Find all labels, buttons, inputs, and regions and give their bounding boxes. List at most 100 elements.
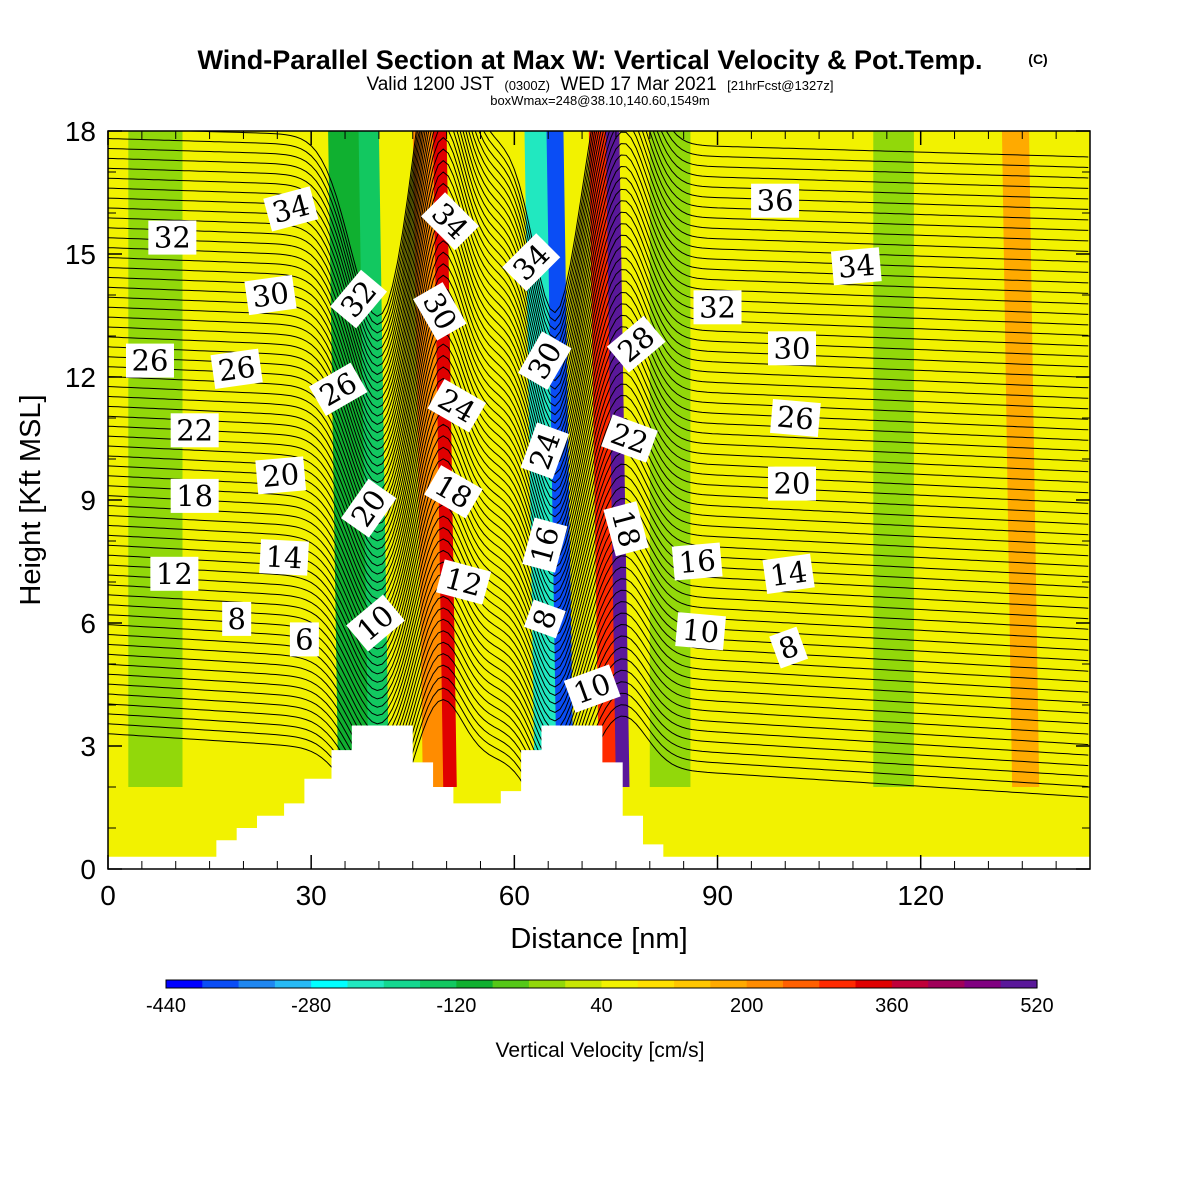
theta-contour-line bbox=[108, 263, 1089, 509]
contour-label: 8 bbox=[523, 599, 566, 639]
contour-label: 16 bbox=[671, 542, 723, 581]
theta-contour-line bbox=[108, 286, 1089, 526]
contour-label-value: 26 bbox=[776, 399, 816, 436]
colorbar-swatch bbox=[601, 980, 639, 988]
y-axis-label: Height [Kft MSL] bbox=[15, 394, 47, 605]
contour-label: 14 bbox=[762, 553, 815, 594]
velocity-band bbox=[605, 131, 630, 787]
contour-label: 22 bbox=[170, 413, 219, 448]
theta-contour-line bbox=[108, 527, 1089, 705]
theta-contour-line bbox=[108, 297, 1089, 535]
contour-label-box bbox=[675, 612, 726, 651]
box-max-info: boxWmax=248@38.10,140.60,1549m bbox=[490, 93, 710, 108]
x-tick-label: 120 bbox=[897, 880, 944, 911]
contour-label-box bbox=[768, 331, 817, 366]
theta-contour-line bbox=[108, 331, 1089, 560]
x-tick-label: 0 bbox=[100, 880, 116, 911]
colorbar-swatch bbox=[420, 980, 457, 988]
chart-title: Wind-Parallel Section at Max W: Vertical… bbox=[198, 45, 983, 75]
colorbar-tick-label: -280 bbox=[291, 995, 331, 1017]
contour-label: 26 bbox=[770, 398, 821, 438]
theta-contour-line bbox=[108, 607, 1089, 765]
theta-contour-line bbox=[108, 423, 1089, 628]
theta-contour-line bbox=[108, 572, 1089, 739]
colorbar-swatch bbox=[710, 980, 748, 988]
contour-label: 8 bbox=[222, 601, 252, 636]
contour-label: 34 bbox=[830, 247, 882, 286]
contour-label: 20 bbox=[768, 466, 817, 501]
valid-date: WED 17 Mar 2021 bbox=[560, 74, 716, 95]
contour-label-box bbox=[518, 331, 572, 390]
colorbar-swatch bbox=[528, 980, 566, 988]
chart-subtitle: Valid 1200 JST (0300Z) WED 17 Mar 2021 [… bbox=[366, 74, 833, 95]
contour-label-box bbox=[601, 414, 658, 463]
velocity-band bbox=[1001, 131, 1040, 787]
theta-contour-line bbox=[108, 549, 1089, 722]
colorbar-swatch bbox=[819, 980, 857, 988]
contour-label-box bbox=[770, 398, 821, 438]
velocity-band bbox=[546, 131, 574, 787]
contour-label-box bbox=[523, 599, 566, 639]
colorbar-labels: -440 -280 -120 40 200 360 520 bbox=[146, 995, 1054, 1017]
contour-label: 26 bbox=[210, 348, 263, 389]
colorbar-swatch bbox=[565, 980, 603, 988]
contour-label: 18 bbox=[170, 478, 219, 513]
contour-label-box bbox=[424, 465, 483, 519]
theta-contour-line bbox=[108, 664, 1089, 807]
contour-label-value: 8 bbox=[227, 602, 245, 636]
contour-label-box bbox=[150, 556, 199, 591]
contour-label-value: 12 bbox=[156, 557, 193, 591]
contour-label-value: 10 bbox=[681, 613, 721, 650]
theta-contour-line bbox=[108, 343, 1089, 569]
theta-contour-line bbox=[108, 504, 1089, 688]
colorbar-frame bbox=[165, 979, 1038, 989]
contour-label-box bbox=[125, 343, 174, 378]
contour-label: 36 bbox=[751, 183, 800, 218]
contour-label-box bbox=[830, 247, 882, 286]
y-tick-label: 0 bbox=[80, 854, 96, 885]
theta-contour-line bbox=[108, 131, 1089, 367]
theta-contour-line bbox=[108, 131, 1089, 409]
contour-label: 6 bbox=[289, 622, 319, 657]
contour-label-value: 34 bbox=[836, 248, 876, 285]
theta-contour-line bbox=[108, 131, 1089, 342]
x-tick-label: 90 bbox=[702, 880, 733, 911]
theta-contour-line bbox=[108, 309, 1089, 543]
contour-label-box bbox=[341, 478, 397, 538]
contour-label-box bbox=[308, 362, 368, 417]
colorbar-swatch bbox=[964, 980, 1002, 988]
colorbar-swatch bbox=[928, 980, 966, 988]
contour-label: 26 bbox=[125, 343, 174, 378]
theta-contour-line bbox=[108, 446, 1089, 645]
copyright-mark: (C) bbox=[1028, 51, 1047, 67]
contour-label-value: 26 bbox=[216, 349, 257, 388]
colorbar-tick-label: -120 bbox=[436, 995, 476, 1017]
contour-label-value: 36 bbox=[757, 184, 794, 218]
contour-label-box bbox=[244, 274, 297, 316]
colorbar-swatch bbox=[1000, 980, 1038, 988]
theta-contour-line bbox=[108, 274, 1089, 518]
contour-label-box bbox=[255, 456, 307, 495]
theta-contour-line bbox=[108, 131, 1089, 351]
contour-label: 12 bbox=[435, 559, 492, 605]
velocity-band bbox=[128, 131, 183, 787]
contour-label-box bbox=[762, 553, 815, 594]
contour-label-value: 32 bbox=[699, 290, 736, 324]
contour-label-box bbox=[170, 413, 219, 448]
contour-label: 10 bbox=[675, 612, 726, 651]
contour-label-box bbox=[413, 282, 467, 341]
colorbar bbox=[165, 979, 1038, 989]
velocity-band bbox=[873, 131, 914, 787]
y-tick-label: 6 bbox=[80, 608, 96, 639]
contour-label: 8 bbox=[769, 626, 809, 669]
colorbar-swatch bbox=[782, 980, 820, 988]
colorbar-swatch bbox=[202, 980, 240, 988]
contour-label: 18 bbox=[424, 465, 483, 519]
colorbar-tick-label: 520 bbox=[1020, 995, 1053, 1017]
contour-label-box bbox=[603, 501, 649, 557]
contour-label-value: 20 bbox=[774, 467, 811, 501]
colorbar-swatch bbox=[674, 980, 711, 988]
theta-contour-line bbox=[108, 584, 1089, 748]
terrain-mask bbox=[108, 725, 1090, 869]
